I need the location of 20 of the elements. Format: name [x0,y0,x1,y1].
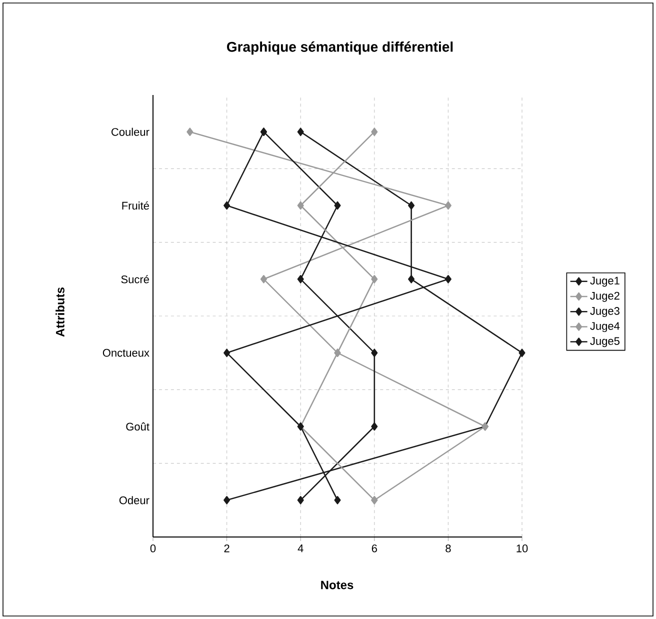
legend-label: Juge1 [590,276,620,287]
y-tick-label: Couleur [112,128,150,136]
y-tick-label: Fruité [122,201,149,210]
x-tick-label: 6 [372,544,377,552]
y-tick-label: Onctueux [102,348,150,357]
legend-label: Juge5 [590,337,620,348]
x-axis-title: Notes [321,580,354,590]
y-tick-label: Goût [126,422,150,431]
y-tick-label: Sucré [121,275,149,284]
legend-label: Juge2 [590,292,620,302]
x-tick-label: 0 [150,544,156,552]
legend-label: Juge3 [590,307,620,318]
legend-label: Juge4 [590,322,620,332]
x-tick-label: 4 [298,544,304,552]
y-tick-label: Odeur [119,496,150,504]
x-tick-label: 10 [516,544,528,552]
y-axis-title: Attributs [56,287,64,337]
x-tick-label: 8 [446,544,451,552]
x-tick-label: 2 [224,544,230,552]
chart-title: Graphique sémantique différentiel [227,41,453,55]
